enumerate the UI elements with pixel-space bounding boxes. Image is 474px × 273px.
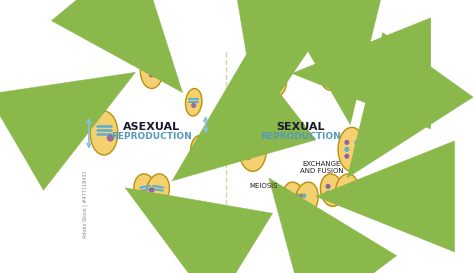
Circle shape (302, 200, 306, 204)
Circle shape (197, 150, 201, 155)
Circle shape (149, 72, 154, 77)
Ellipse shape (336, 174, 358, 206)
Circle shape (246, 140, 251, 145)
Circle shape (255, 148, 260, 153)
Ellipse shape (247, 63, 270, 97)
Circle shape (273, 82, 278, 87)
Ellipse shape (90, 111, 118, 155)
Circle shape (246, 148, 251, 153)
Circle shape (344, 140, 349, 145)
Ellipse shape (146, 174, 169, 206)
Text: REPRODUCTION: REPRODUCTION (260, 132, 341, 141)
Ellipse shape (338, 127, 365, 171)
Circle shape (298, 200, 302, 204)
Circle shape (347, 184, 352, 189)
Circle shape (344, 147, 349, 152)
Circle shape (338, 64, 341, 67)
Ellipse shape (320, 174, 343, 206)
Circle shape (338, 78, 341, 81)
Circle shape (294, 194, 299, 198)
Circle shape (246, 156, 251, 160)
Ellipse shape (264, 63, 287, 97)
Circle shape (272, 74, 278, 80)
Circle shape (332, 193, 336, 197)
Ellipse shape (320, 57, 343, 90)
Circle shape (344, 154, 349, 159)
Ellipse shape (134, 174, 157, 206)
Text: EXCHANGE
AND FUSION: EXCHANGE AND FUSION (300, 161, 344, 174)
Circle shape (297, 194, 301, 198)
Circle shape (300, 194, 304, 198)
Circle shape (302, 194, 306, 198)
Ellipse shape (191, 136, 207, 163)
Text: Adobe Stock | #477118431: Adobe Stock | #477118431 (82, 170, 88, 238)
Circle shape (107, 135, 113, 141)
Circle shape (338, 73, 341, 76)
Circle shape (350, 191, 354, 195)
Circle shape (326, 184, 330, 189)
Circle shape (326, 191, 330, 195)
Text: SEXUAL: SEXUAL (276, 122, 325, 132)
Circle shape (255, 140, 260, 145)
Circle shape (256, 82, 262, 87)
Ellipse shape (337, 57, 360, 90)
Text: ASEXUAL: ASEXUAL (123, 122, 180, 132)
Circle shape (149, 188, 154, 193)
Circle shape (338, 69, 341, 72)
Circle shape (256, 74, 262, 80)
Circle shape (355, 140, 359, 145)
Ellipse shape (283, 182, 306, 216)
Circle shape (355, 147, 359, 152)
Circle shape (191, 103, 196, 108)
Circle shape (294, 200, 299, 204)
Text: MEIOSIS: MEIOSIS (250, 183, 278, 189)
Text: REPRODUCTION: REPRODUCTION (111, 132, 192, 141)
Ellipse shape (185, 88, 202, 116)
Ellipse shape (239, 127, 266, 171)
Ellipse shape (295, 182, 318, 216)
Ellipse shape (140, 53, 163, 88)
Circle shape (355, 154, 359, 159)
